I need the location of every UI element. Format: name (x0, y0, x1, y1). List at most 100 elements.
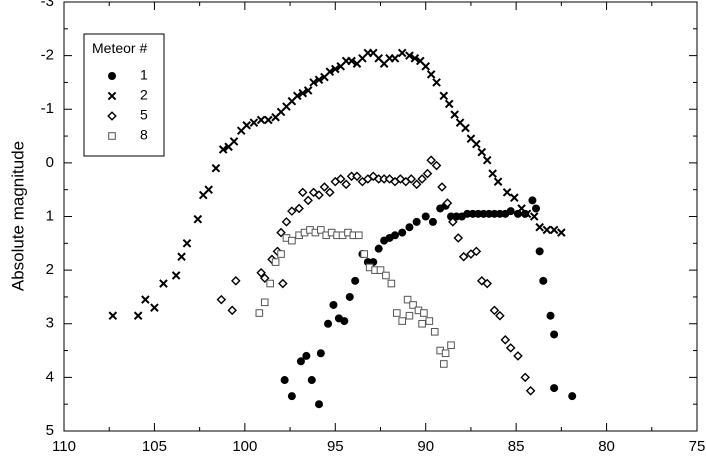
series-8 (255, 226, 455, 368)
x-tick-label: 90 (417, 438, 434, 455)
data-point-series-1 (568, 392, 577, 401)
data-point-series-2 (529, 212, 539, 221)
data-point-series-1 (340, 317, 349, 326)
data-point-series-5 (227, 305, 237, 316)
data-point-series-2 (133, 311, 143, 321)
data-point-series-8 (360, 250, 369, 258)
data-point-series-2 (510, 193, 519, 203)
data-point-series-5 (314, 190, 324, 200)
data-point-series-1 (316, 349, 325, 358)
data-point-series-2 (150, 303, 159, 312)
data-point-series-2 (535, 222, 544, 232)
data-point-series-5 (216, 294, 227, 305)
data-point-series-5 (448, 217, 458, 227)
data-point-series-2 (159, 279, 168, 288)
data-point-series-8 (317, 226, 325, 234)
data-point-series-2 (439, 91, 449, 101)
data-point-series-5 (525, 385, 536, 396)
data-point-series-2 (390, 53, 400, 63)
data-point-series-8 (288, 236, 296, 245)
data-point-series-5 (442, 198, 453, 208)
data-point-series-2 (193, 214, 203, 224)
data-point-series-5 (276, 227, 286, 238)
legend-box (83, 33, 165, 157)
legend-marker-1 (108, 72, 116, 80)
legend-label-8: 8 (140, 127, 148, 143)
data-point-series-8 (392, 309, 401, 317)
data-point-series-2 (426, 70, 436, 79)
legend-entries: 1 2 5 8 (107, 67, 148, 143)
y-tick-label: -3 (41, 0, 54, 10)
data-point-series-1 (280, 376, 289, 385)
data-point-series-2 (141, 295, 150, 304)
data-point-series-2 (405, 51, 414, 60)
data-point-series-2 (330, 64, 340, 74)
data-point-series-2 (256, 115, 266, 125)
data-points (108, 48, 577, 409)
data-point-series-2 (477, 147, 487, 157)
data-point-series-1 (345, 292, 354, 301)
data-point-series-5 (335, 174, 346, 184)
data-point-series-2 (488, 169, 497, 178)
data-point-series-8 (409, 301, 417, 309)
data-point-series-8 (277, 250, 285, 258)
y-tick-label: -2 (41, 47, 54, 64)
data-point-series-5 (303, 195, 313, 206)
data-point-series-1 (535, 247, 544, 256)
data-point-series-1 (539, 276, 548, 285)
x-tick-label: 80 (598, 438, 615, 455)
data-point-series-5 (458, 251, 469, 262)
data-point-series-5 (352, 171, 362, 182)
data-point-series-2 (493, 177, 503, 186)
data-point-series-2 (229, 137, 239, 146)
data-point-series-5 (520, 372, 530, 383)
data-point-series-8 (387, 279, 396, 288)
data-point-series-8 (398, 317, 407, 325)
legend-label-1: 1 (140, 67, 148, 83)
data-point-series-5 (453, 233, 464, 243)
data-point-series-2 (450, 110, 459, 119)
x-tick-label: 110 (52, 438, 76, 455)
data-point-series-2 (522, 209, 532, 219)
x-tick-label: 100 (232, 438, 257, 455)
series-2 (108, 48, 566, 321)
data-point-series-1 (428, 217, 437, 226)
axis-ticks (63, 1, 698, 432)
data-point-series-5 (256, 268, 266, 278)
data-point-series-1 (405, 223, 414, 232)
series-5 (216, 155, 536, 396)
data-point-series-2 (171, 271, 181, 280)
data-point-series-5 (278, 278, 288, 289)
data-point-series-5 (231, 276, 241, 286)
data-point-series-5 (513, 351, 523, 361)
data-point-series-5 (422, 168, 433, 179)
data-point-series-5 (437, 182, 447, 192)
data-point-series-1 (307, 376, 316, 385)
series-1 (280, 196, 577, 409)
data-point-series-1 (296, 357, 305, 366)
data-point-series-5 (500, 335, 511, 345)
data-point-series-2 (432, 78, 441, 87)
data-point-series-2 (410, 53, 420, 63)
data-point-series-8 (440, 360, 448, 368)
data-point-series-2 (292, 91, 302, 101)
data-point-series-2 (249, 118, 259, 127)
data-point-series-2 (242, 121, 251, 130)
data-point-series-1 (532, 204, 541, 213)
data-point-series-8 (403, 295, 412, 304)
data-point-series-1 (315, 400, 324, 409)
legend-marker-5 (107, 111, 117, 121)
data-point-series-2 (461, 123, 470, 133)
data-point-series-8 (418, 319, 426, 328)
y-tick-label: -1 (41, 100, 54, 117)
data-point-series-8 (405, 311, 414, 320)
legend-label-2: 2 (140, 87, 148, 103)
data-point-series-8 (255, 309, 264, 317)
data-point-series-2 (347, 56, 356, 66)
data-point-series-8 (354, 231, 363, 240)
data-point-series-2 (204, 185, 213, 194)
data-point-series-5 (505, 343, 516, 353)
data-point-series-5 (417, 174, 427, 184)
data-point-series-2 (309, 78, 318, 87)
